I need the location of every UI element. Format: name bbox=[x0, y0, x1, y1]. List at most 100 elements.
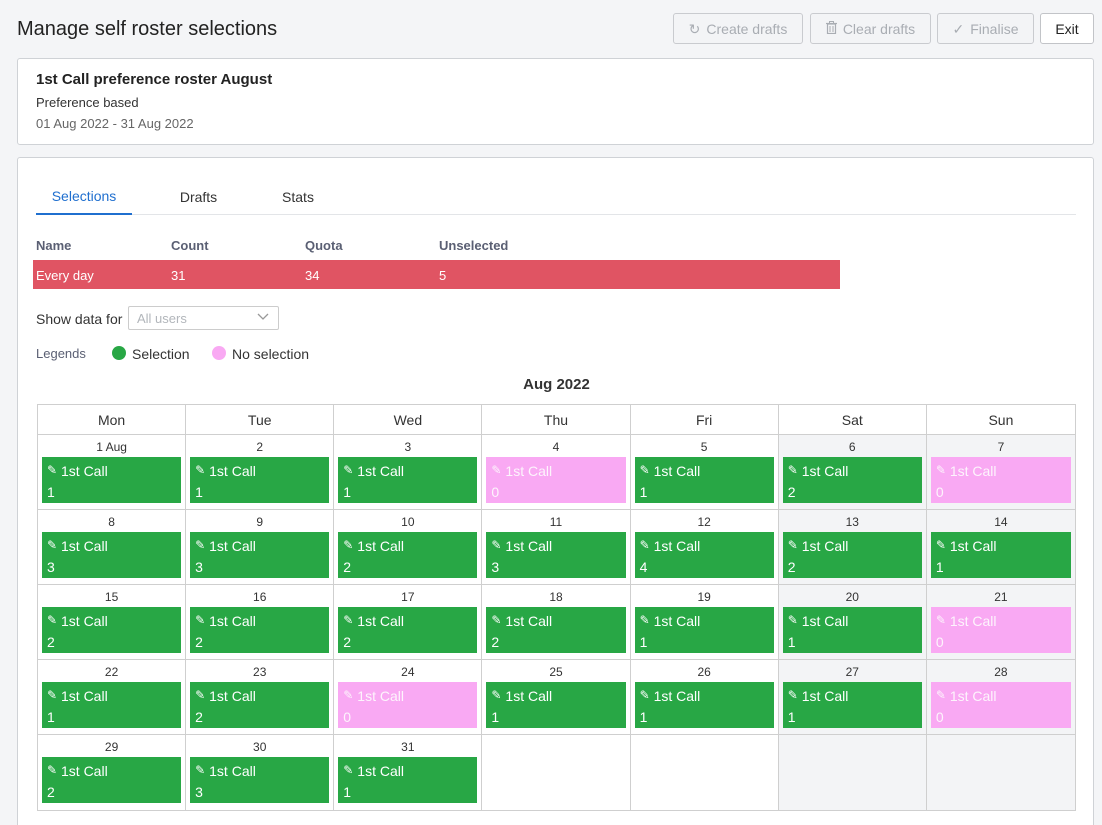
shift-block[interactable]: ✎ 1st Call 2 bbox=[486, 607, 626, 653]
shift-block[interactable]: ✎ 1st Call 2 bbox=[338, 607, 478, 653]
shift-block[interactable]: ✎ 1st Call 2 bbox=[782, 457, 922, 503]
shift-block[interactable]: ✎ 1st Call 3 bbox=[190, 532, 330, 578]
shift-block[interactable]: ✎ 1st Call 3 bbox=[42, 532, 182, 578]
shift-block[interactable]: ✎ 1st Call 1 bbox=[782, 607, 922, 653]
calendar-empty-cell bbox=[482, 735, 631, 810]
summary-quota: 34 bbox=[305, 268, 320, 283]
day-number: 26 bbox=[697, 665, 711, 679]
shift-block[interactable]: ✎ 1st Call 0 bbox=[930, 607, 1071, 653]
calendar-day-cell: 17 ✎ 1st Call 2 bbox=[334, 585, 483, 659]
shift-block[interactable]: ✎ 1st Call 1 bbox=[634, 457, 774, 503]
shift-count: 1 bbox=[491, 709, 500, 725]
shift-block[interactable]: ✎ 1st Call 1 bbox=[338, 457, 478, 503]
shift-block[interactable]: ✎ 1st Call 2 bbox=[190, 682, 330, 728]
exit-button[interactable]: Exit bbox=[1040, 13, 1094, 44]
day-number: 27 bbox=[845, 665, 859, 679]
calendar-day-cell: 14 ✎ 1st Call 1 bbox=[926, 510, 1075, 584]
day-number: 7 bbox=[997, 440, 1005, 454]
roster-title: 1st Call preference roster August bbox=[36, 71, 273, 88]
clear-drafts-label: Clear drafts bbox=[842, 20, 916, 37]
shift-label: 1st Call bbox=[357, 763, 404, 779]
pencil-icon: ✎ bbox=[195, 763, 206, 777]
shift-block[interactable]: ✎ 1st Call 0 bbox=[930, 457, 1071, 503]
pencil-icon: ✎ bbox=[343, 688, 354, 702]
clear-drafts-button[interactable]: Clear drafts bbox=[810, 13, 931, 44]
summary-header-unselected: Unselected bbox=[439, 238, 509, 253]
finalise-label: Finalise bbox=[970, 20, 1019, 37]
user-select-placeholder: All users bbox=[137, 311, 187, 326]
selections-card: Selections Drafts Stats Name Count Quota… bbox=[17, 157, 1094, 825]
shift-count: 2 bbox=[195, 634, 203, 650]
tab-bar: Selections Drafts Stats bbox=[36, 178, 1076, 215]
day-number: 2 bbox=[256, 440, 264, 454]
user-select[interactable]: All users bbox=[128, 306, 279, 330]
shift-block[interactable]: ✎ 1st Call 1 bbox=[634, 607, 774, 653]
summary-header-count: Count bbox=[171, 238, 209, 253]
shift-block[interactable]: ✎ 1st Call 1 bbox=[42, 682, 182, 728]
shift-label: 1st Call bbox=[949, 463, 997, 479]
shift-block[interactable]: ✎ 1st Call 1 bbox=[782, 682, 922, 728]
shift-block[interactable]: ✎ 1st Call 2 bbox=[190, 607, 330, 653]
pencil-icon: ✎ bbox=[639, 613, 650, 627]
roster-type: Preference based bbox=[36, 95, 139, 110]
shift-block[interactable]: ✎ 1st Call 4 bbox=[634, 532, 774, 578]
pencil-icon: ✎ bbox=[935, 538, 946, 552]
day-number: 16 bbox=[253, 590, 267, 604]
calendar-day-cell: 22 ✎ 1st Call 1 bbox=[38, 660, 187, 734]
pencil-icon: ✎ bbox=[491, 688, 502, 702]
shift-label: 1st Call bbox=[61, 538, 108, 554]
shift-label: 1st Call bbox=[61, 688, 108, 704]
shift-count: 0 bbox=[935, 709, 944, 725]
calendar-day-cell: 8 ✎ 1st Call 3 bbox=[38, 510, 187, 584]
shift-block[interactable]: ✎ 1st Call 3 bbox=[190, 757, 330, 803]
shift-block[interactable]: ✎ 1st Call 1 bbox=[930, 532, 1071, 578]
pencil-icon: ✎ bbox=[491, 538, 502, 552]
weekday-header: Fri bbox=[631, 405, 779, 434]
calendar-day-cell: 15 ✎ 1st Call 2 bbox=[38, 585, 187, 659]
shift-label: 1st Call bbox=[653, 613, 701, 629]
shift-block[interactable]: ✎ 1st Call 3 bbox=[486, 532, 626, 578]
calendar-week-row: 1 Aug ✎ 1st Call 1 2 ✎ 1st Call 1 3 ✎ 1st Call 1 4 ✎ 1… bbox=[38, 435, 1075, 510]
tab-drafts[interactable]: Drafts bbox=[179, 188, 218, 205]
shift-count: 0 bbox=[491, 484, 500, 500]
pencil-icon: ✎ bbox=[787, 463, 798, 477]
shift-block[interactable]: ✎ 1st Call 0 bbox=[930, 682, 1071, 728]
shift-block[interactable]: ✎ 1st Call 1 bbox=[42, 457, 182, 503]
shift-block[interactable]: ✎ 1st Call 2 bbox=[42, 607, 182, 653]
tab-stats[interactable]: Stats bbox=[282, 188, 314, 205]
shift-label: 1st Call bbox=[949, 613, 997, 629]
pencil-icon: ✎ bbox=[343, 538, 354, 552]
shift-block[interactable]: ✎ 1st Call 1 bbox=[634, 682, 774, 728]
shift-label: 1st Call bbox=[801, 613, 849, 629]
no-selection-legend-dot bbox=[212, 346, 226, 360]
shift-label: 1st Call bbox=[209, 688, 256, 704]
shift-block[interactable]: ✎ 1st Call 0 bbox=[486, 457, 626, 503]
calendar-weeks: 1 Aug ✎ 1st Call 1 2 ✎ 1st Call 1 3 ✎ 1st Call 1 4 ✎ 1… bbox=[38, 435, 1075, 810]
create-drafts-button[interactable]: ↻ Create drafts bbox=[673, 13, 803, 44]
finalise-button[interactable]: ✓ Finalise bbox=[937, 13, 1034, 44]
shift-block[interactable]: ✎ 1st Call 1 bbox=[486, 682, 626, 728]
day-number: 21 bbox=[994, 590, 1008, 604]
shift-label: 1st Call bbox=[61, 613, 108, 629]
shift-label: 1st Call bbox=[949, 538, 997, 554]
top-bar: Manage self roster selections ↻ Create d… bbox=[0, 0, 1102, 58]
day-number: 11 bbox=[549, 515, 563, 529]
shift-label: 1st Call bbox=[357, 688, 404, 704]
shift-label: 1st Call bbox=[61, 763, 108, 779]
shift-block[interactable]: ✎ 1st Call 1 bbox=[338, 757, 478, 803]
summary-header-name: Name bbox=[36, 238, 72, 253]
page-title: Manage self roster selections bbox=[17, 18, 278, 40]
shift-block[interactable]: ✎ 1st Call 2 bbox=[338, 532, 478, 578]
shift-block[interactable]: ✎ 1st Call 2 bbox=[42, 757, 182, 803]
shift-label: 1st Call bbox=[357, 463, 404, 479]
refresh-icon: ↻ bbox=[688, 20, 701, 37]
shift-block[interactable]: ✎ 1st Call 1 bbox=[190, 457, 330, 503]
shift-label: 1st Call bbox=[801, 538, 849, 554]
pencil-icon: ✎ bbox=[935, 463, 946, 477]
shift-block[interactable]: ✎ 1st Call 0 bbox=[338, 682, 478, 728]
shift-block[interactable]: ✎ 1st Call 2 bbox=[782, 532, 922, 578]
shift-label: 1st Call bbox=[949, 688, 997, 704]
pencil-icon: ✎ bbox=[343, 613, 354, 627]
tab-selections[interactable]: Selections bbox=[36, 178, 132, 215]
summary-row[interactable]: Every day 31 34 5 bbox=[33, 260, 840, 289]
